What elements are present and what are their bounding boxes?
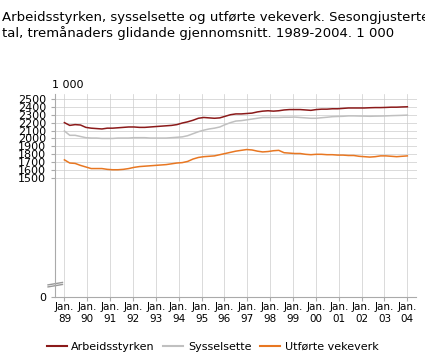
Legend: Arbeidsstyrken, Sysselsette, Utførte vekeverk: Arbeidsstyrken, Sysselsette, Utførte vek… (42, 337, 383, 357)
Text: 1 000: 1 000 (52, 80, 83, 90)
Text: Arbeidsstyrken, sysselsette og utførte vekeverk. Sesongjusterte
tal, tremånaders: Arbeidsstyrken, sysselsette og utførte v… (2, 11, 425, 40)
